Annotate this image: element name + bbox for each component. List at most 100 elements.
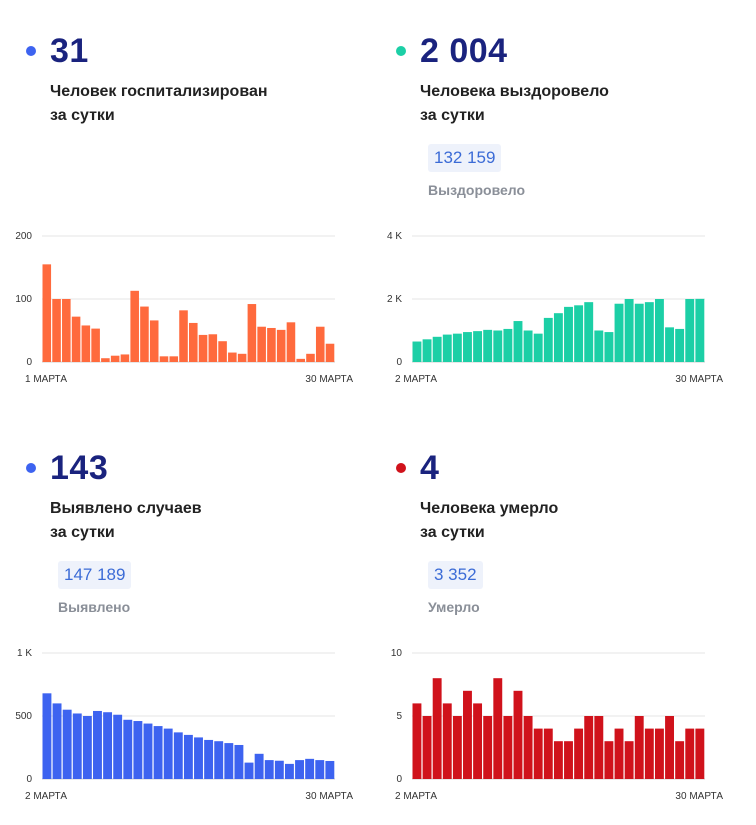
bar bbox=[422, 339, 432, 362]
bar bbox=[412, 341, 422, 362]
bar bbox=[594, 716, 604, 779]
chart-detected: 0 500 1 K 2 МАРТА 30 МАРТА bbox=[15, 648, 353, 802]
bar bbox=[473, 331, 483, 362]
bar bbox=[218, 341, 227, 362]
bar bbox=[91, 328, 100, 362]
panel-deaths: 4 Человека умерло за сутки 3 352 Умерло bbox=[396, 449, 736, 615]
bar bbox=[685, 728, 695, 779]
bar bbox=[295, 760, 304, 779]
bar bbox=[228, 352, 237, 362]
x-start-label: 1 МАРТА bbox=[25, 374, 67, 385]
bar bbox=[644, 302, 654, 362]
y-tick-label: 500 bbox=[15, 711, 32, 722]
y-tick-label: 0 bbox=[26, 774, 32, 785]
bar bbox=[234, 744, 244, 779]
bar bbox=[624, 741, 634, 779]
deaths-total-label: Умерло bbox=[428, 599, 480, 615]
bar bbox=[644, 728, 654, 779]
x-start-label: 2 МАРТА bbox=[395, 791, 437, 802]
bar bbox=[62, 299, 71, 362]
bar bbox=[208, 334, 218, 362]
bar bbox=[130, 290, 139, 362]
hospitalized-caption: Человек госпитализирован за сутки bbox=[50, 80, 268, 128]
bar bbox=[257, 326, 266, 362]
bar bbox=[452, 333, 462, 362]
bar bbox=[153, 726, 163, 779]
bar bbox=[513, 690, 523, 779]
bar bbox=[654, 728, 664, 779]
bar bbox=[533, 728, 543, 779]
bar bbox=[634, 303, 644, 362]
y-tick-label: 2 K bbox=[387, 294, 402, 305]
bar bbox=[286, 322, 296, 362]
bar bbox=[123, 719, 133, 779]
bar bbox=[133, 721, 143, 779]
bar bbox=[71, 316, 81, 362]
hospitalized-count: 31 bbox=[50, 32, 89, 70]
y-tick-label: 4 K bbox=[387, 231, 402, 242]
bar bbox=[564, 306, 573, 362]
recovered-total: 132 159 bbox=[428, 144, 502, 172]
bar bbox=[244, 762, 254, 779]
bar bbox=[483, 329, 493, 362]
recovered-total-label: Выздоровело bbox=[428, 182, 526, 198]
deaths-count: 4 bbox=[420, 449, 440, 487]
deaths-total: 3 352 bbox=[428, 561, 483, 589]
bar bbox=[533, 333, 543, 362]
bar bbox=[274, 760, 284, 779]
bar bbox=[204, 739, 214, 779]
bar bbox=[574, 305, 584, 362]
bar bbox=[493, 678, 503, 779]
bar bbox=[685, 299, 695, 362]
y-tick-label: 0 bbox=[396, 357, 402, 368]
bar bbox=[315, 326, 325, 362]
bar bbox=[194, 737, 203, 779]
deaths-caption: Человека умерло за сутки bbox=[420, 497, 558, 545]
bar bbox=[62, 709, 72, 779]
bar bbox=[584, 716, 594, 779]
panel-detected: 143 Выявлено случаев за сутки 147 189 Вы… bbox=[26, 449, 366, 615]
chart-recovered: 0 2 K 4 K 2 МАРТА 30 МАРТА bbox=[387, 231, 723, 385]
bar bbox=[52, 703, 62, 779]
detected-total: 147 189 bbox=[58, 561, 132, 589]
bar bbox=[315, 760, 325, 779]
panel-recovered: 2 004 Человека выздоровело за сутки 132 … bbox=[396, 32, 736, 198]
caption-line2: за сутки bbox=[50, 524, 115, 541]
detected-count: 143 bbox=[50, 449, 109, 487]
bar bbox=[276, 329, 286, 362]
bar bbox=[52, 299, 61, 362]
bar bbox=[513, 321, 523, 362]
y-tick-label: 0 bbox=[396, 774, 402, 785]
bar bbox=[463, 332, 472, 362]
bar bbox=[422, 716, 432, 779]
bar bbox=[103, 712, 113, 779]
panel-hospitalized: 31 Человек госпитализирован за сутки bbox=[26, 32, 366, 124]
bar bbox=[675, 741, 685, 779]
bar bbox=[665, 327, 674, 362]
bar bbox=[594, 330, 604, 362]
bar bbox=[584, 302, 594, 362]
x-end-label: 30 МАРТА bbox=[675, 374, 723, 385]
bar bbox=[442, 334, 452, 362]
bar bbox=[523, 330, 533, 362]
indicator-dot bbox=[396, 46, 406, 56]
bar bbox=[189, 322, 198, 362]
indicator-dot bbox=[396, 463, 406, 473]
x-end-label: 30 МАРТА bbox=[675, 791, 723, 802]
bar bbox=[224, 743, 234, 779]
caption-line2: за сутки bbox=[420, 524, 485, 541]
x-start-label: 2 МАРТА bbox=[395, 374, 437, 385]
bar bbox=[113, 714, 123, 779]
bar bbox=[72, 713, 82, 779]
bar bbox=[604, 741, 614, 779]
bar bbox=[120, 354, 130, 362]
bar bbox=[543, 317, 553, 362]
bar bbox=[163, 728, 173, 779]
bar bbox=[81, 325, 91, 362]
bar bbox=[675, 328, 685, 362]
caption-line1: Человека умерло bbox=[420, 500, 559, 517]
recovered-count: 2 004 bbox=[420, 32, 508, 70]
caption-line1: Выявлено случаев bbox=[50, 500, 202, 517]
bar bbox=[432, 678, 442, 779]
bar bbox=[42, 693, 52, 779]
